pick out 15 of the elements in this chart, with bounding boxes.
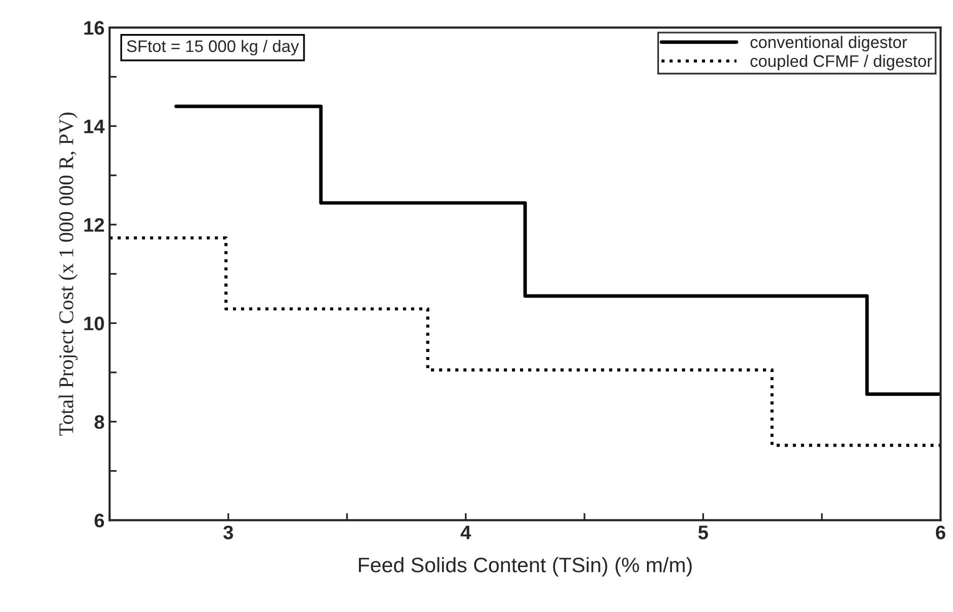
y-tick-label: 10 bbox=[84, 316, 104, 330]
y-tick-label: 12 bbox=[84, 218, 104, 232]
x-tick-label: 4 bbox=[460, 526, 472, 540]
legend-label: coupled CFMF / digestor bbox=[750, 54, 932, 70]
x-axis-title: Feed Solids Content (TSin) (% m/m) bbox=[358, 557, 692, 576]
x-tick-label: 3 bbox=[223, 526, 234, 540]
annotation: SFtot = 15 000 kg / day bbox=[126, 40, 299, 56]
legend-label: conventional digestor bbox=[750, 36, 908, 52]
y-tick-label: 8 bbox=[94, 415, 104, 429]
x-tick-label: 5 bbox=[698, 526, 708, 540]
y-tick-label: 14 bbox=[84, 120, 105, 134]
y-tick-label: 16 bbox=[84, 21, 104, 35]
y-tick-label: 6 bbox=[94, 514, 104, 528]
x-tick-label: 6 bbox=[936, 526, 946, 540]
y-axis-title: Total Project Cost (x 1 000 000 R, PV) bbox=[58, 112, 78, 436]
